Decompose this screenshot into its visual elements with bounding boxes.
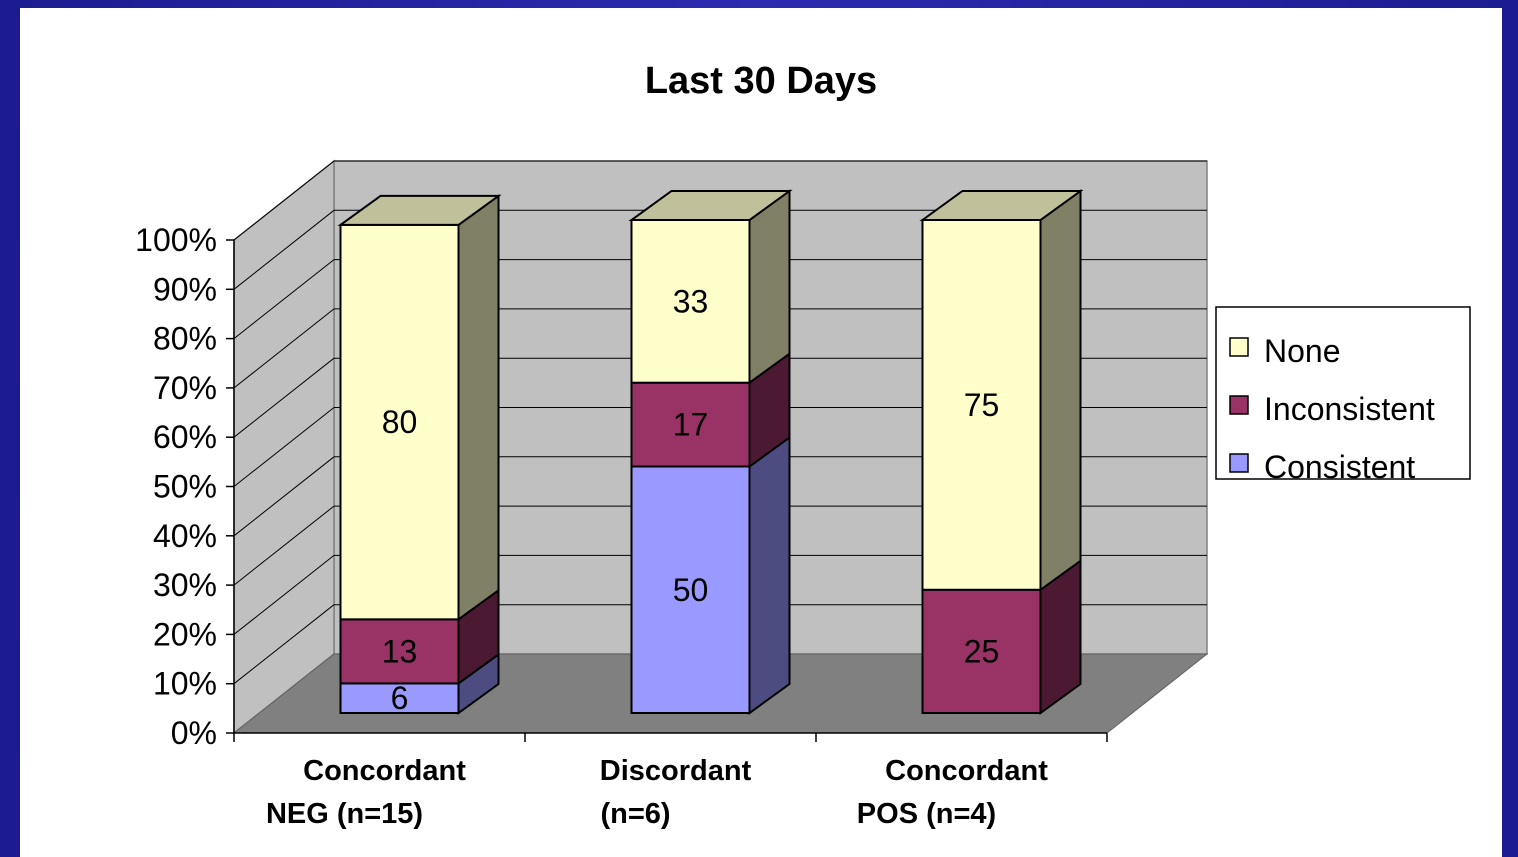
bar-top	[919, 190, 1084, 221]
bar-front	[630, 219, 751, 384]
x-category-line: Discordant	[600, 755, 752, 787]
x-category-line: (n=6)	[600, 798, 670, 830]
bars	[337, 189, 1084, 715]
data-label: 50	[673, 572, 709, 608]
x-category-label: Concordant POS (n=4)	[857, 755, 1048, 830]
gridline-side	[233, 160, 335, 241]
chart-panel: 0% 10% 20% 30% 40% 50% 60% 70% 80% 90% 100% Concor…	[20, 8, 1502, 857]
gridline-side	[233, 259, 335, 339]
data-label: 6	[391, 680, 409, 716]
y-axis: 0% 10% 20% 30% 40% 50% 60% 70% 80% 90% 100%	[135, 222, 235, 751]
y-tick-label: 80%	[153, 321, 217, 357]
legend-swatch	[1229, 395, 1249, 415]
bar-side	[1039, 189, 1082, 592]
x-axis: Concordant NEG (n=15) Discordant (n=6) Conco…	[233, 732, 1108, 830]
bar-top	[628, 190, 793, 221]
x-category-line: POS (n=4)	[857, 798, 996, 830]
legend-label: Consistent	[1264, 449, 1415, 485]
bar-top	[337, 194, 502, 226]
bar-side	[748, 435, 791, 715]
legend: None Inconsistent Consistent	[1215, 306, 1471, 485]
y-tick-label: 90%	[153, 271, 217, 307]
x-category-line: Concordant	[885, 755, 1048, 787]
x-category-label: Concordant NEG (n=15)	[266, 755, 466, 830]
gridline-side	[233, 308, 335, 389]
bar-front	[339, 618, 460, 685]
y-tick-label: 0%	[171, 715, 217, 751]
gridline-side	[233, 357, 335, 438]
gridline-side	[233, 505, 335, 586]
legend-box	[1215, 306, 1471, 480]
data-label: 75	[964, 387, 1000, 423]
data-label: 17	[673, 407, 709, 443]
legend-swatch	[1229, 453, 1249, 473]
bar-side	[748, 189, 791, 385]
gridline-side	[233, 604, 335, 685]
gridline-side	[233, 209, 335, 290]
gridline-side	[233, 456, 335, 537]
bar-front	[630, 381, 751, 468]
y-tick-label: 60%	[153, 419, 217, 455]
data-label: 25	[964, 633, 1000, 669]
legend-label: None	[1264, 333, 1341, 369]
y-tick-label: 20%	[153, 616, 217, 652]
x-category-line: Concordant	[303, 755, 466, 787]
y-tick-label: 30%	[153, 567, 217, 603]
data-label: 33	[673, 283, 709, 319]
bar-front	[921, 588, 1042, 714]
bar-front	[339, 682, 460, 714]
y-tick-label: 100%	[135, 222, 217, 258]
data-label: 13	[382, 633, 418, 669]
bar-front	[339, 223, 460, 621]
gridline-side	[233, 407, 335, 487]
legend-label: Inconsistent	[1264, 391, 1435, 427]
y-tick-label: 10%	[153, 666, 217, 702]
bar-side	[457, 193, 500, 622]
y-tick-label: 50%	[153, 469, 217, 505]
x-category-line: NEG (n=15)	[266, 798, 423, 830]
y-tick-label: 70%	[153, 370, 217, 406]
bar-front	[630, 465, 751, 714]
bar-front	[921, 219, 1042, 591]
data-labels: 6 13 80 50 17 33 25 75	[382, 283, 1000, 716]
chart-svg: 0% 10% 20% 30% 40% 50% 60% 70% 80% 90% 100% Concor…	[135, 60, 1471, 830]
y-tick-label: 40%	[153, 518, 217, 554]
chart-title: Last 30 Days	[645, 60, 877, 102]
data-label: 80	[382, 404, 418, 440]
legend-swatch	[1229, 337, 1249, 357]
x-category-label: Discordant (n=6)	[600, 755, 752, 830]
gridline-side	[233, 555, 335, 635]
